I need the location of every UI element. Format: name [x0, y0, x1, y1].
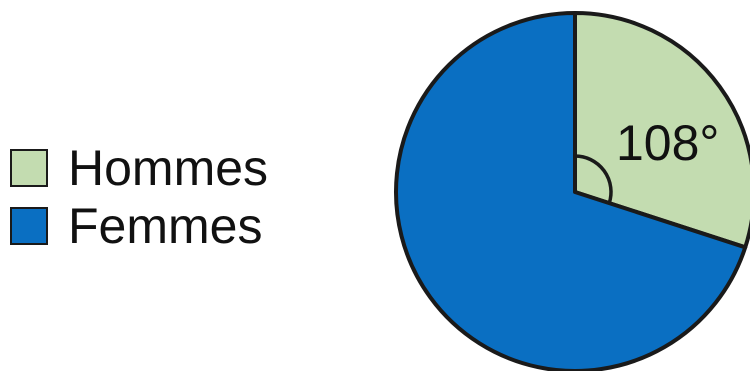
- legend-item-hommes: Hommes: [10, 139, 268, 197]
- pie-slice-hommes: [573, 11, 750, 250]
- legend-item-femmes: Femmes: [10, 197, 268, 255]
- pie-slices: [394, 11, 750, 371]
- pie-slice-femmes: [394, 11, 748, 371]
- chart-legend: Hommes Femmes: [10, 139, 268, 255]
- legend-swatch-hommes: [10, 149, 48, 187]
- angle-label: 108°: [616, 115, 719, 171]
- angle-arc: [574, 154, 613, 204]
- legend-label-femmes: Femmes: [68, 198, 263, 254]
- legend-swatch-femmes: [10, 207, 48, 245]
- legend-label-hommes: Hommes: [68, 140, 269, 196]
